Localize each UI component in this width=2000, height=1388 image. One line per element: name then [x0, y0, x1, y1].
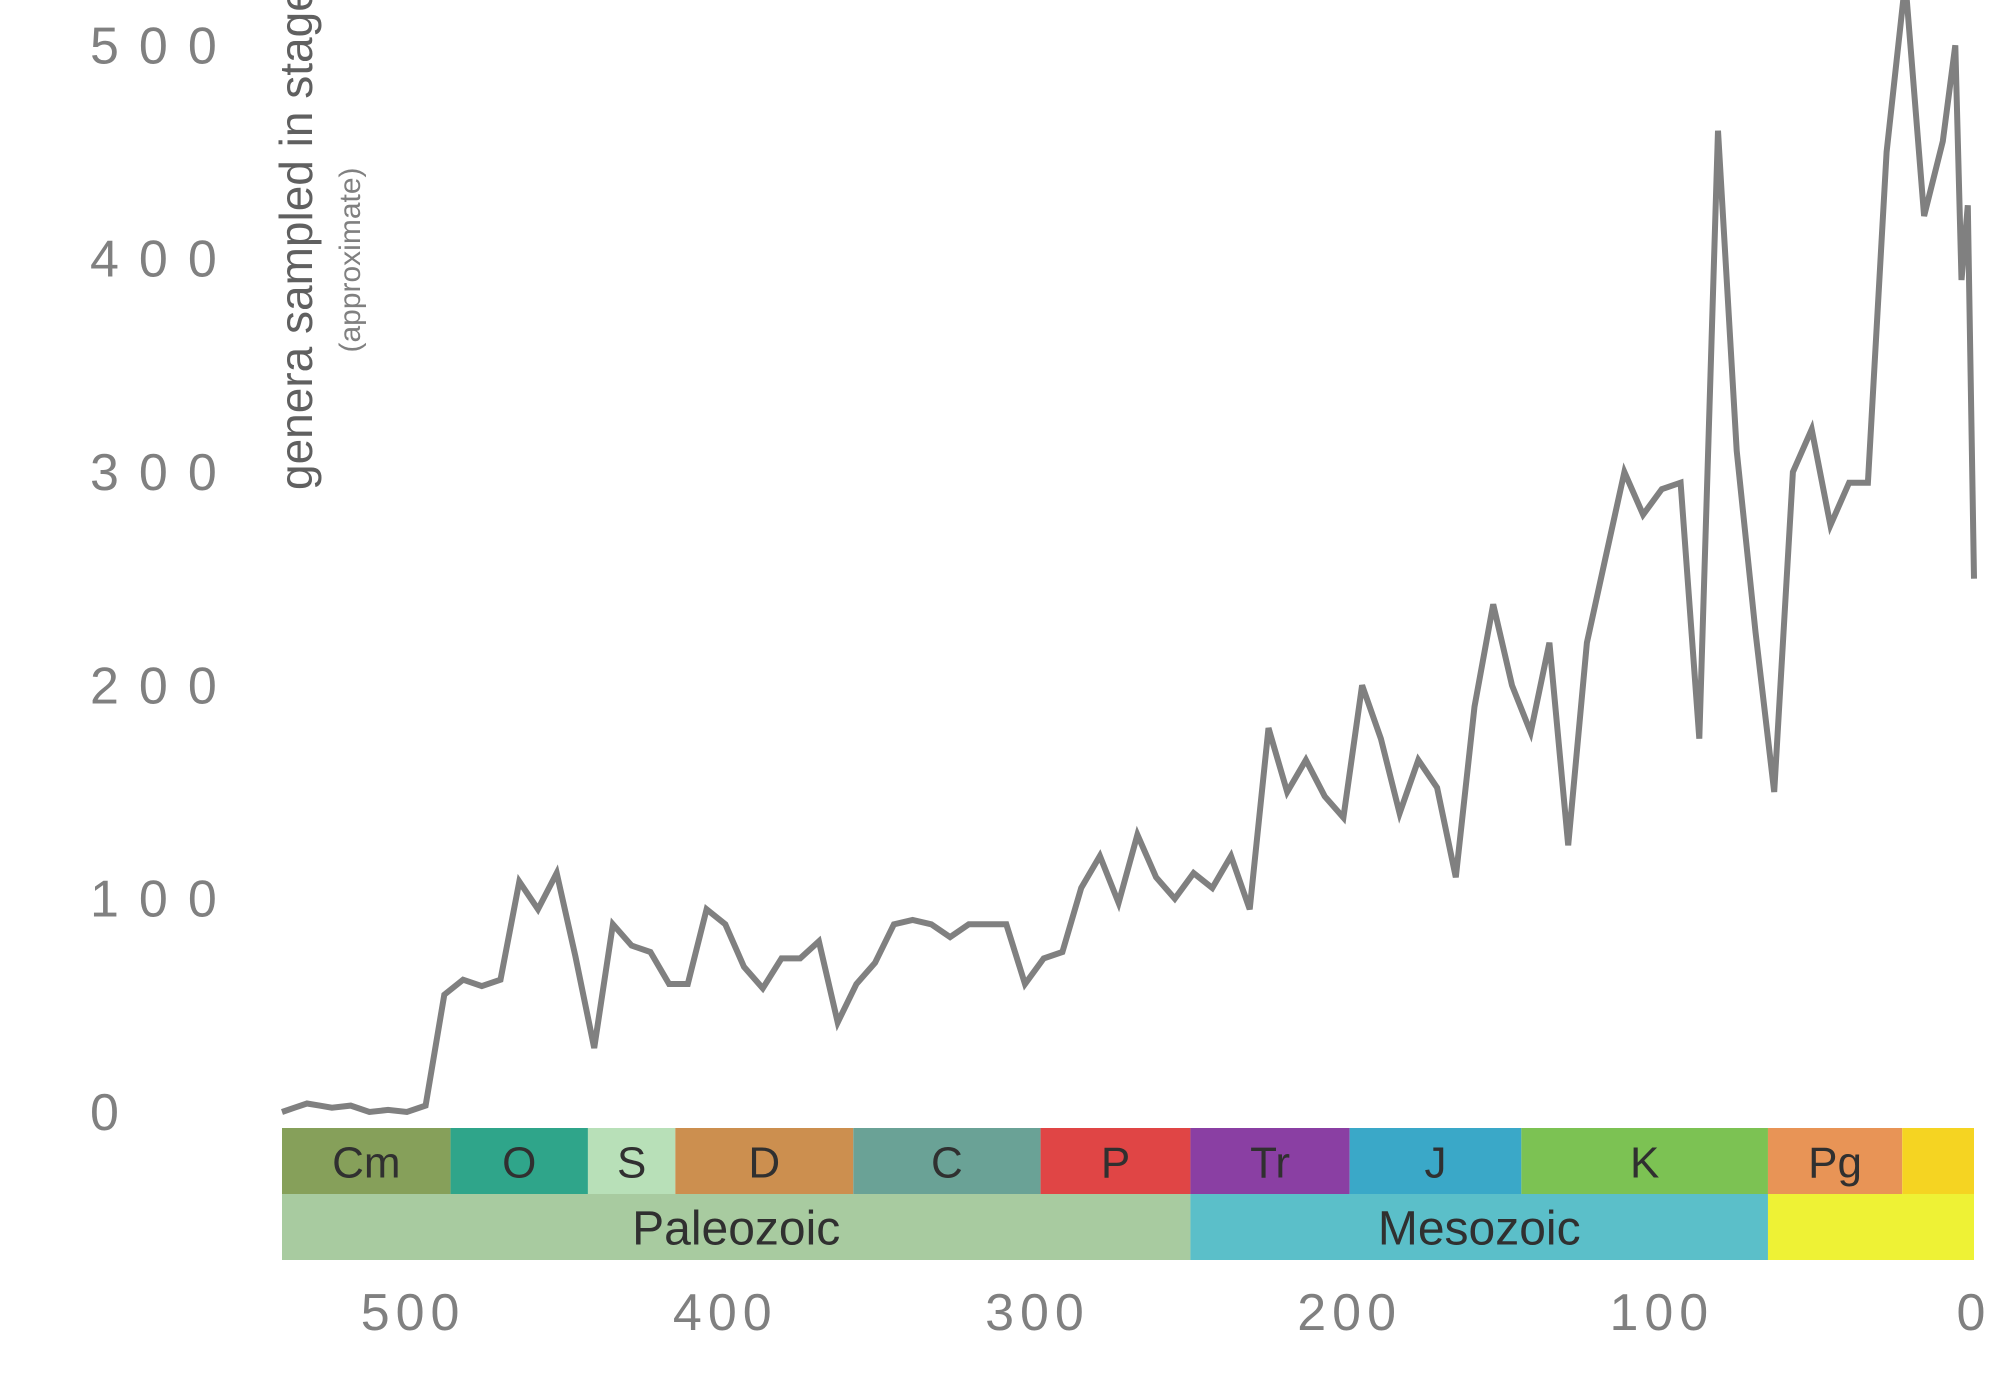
x-tick-label: 200 [1297, 1284, 1402, 1342]
era-label: Paleozoic [632, 1203, 840, 1256]
y-tick-label: 200 [90, 657, 237, 715]
period-label: Pg [1808, 1139, 1862, 1188]
x-tick-label: 0 [1957, 1284, 1992, 1342]
genera-timeline-chart: 0 100 200 300 400 500 genera sampled in stage(… [0, 0, 2000, 1388]
y-tick-label: 300 [90, 444, 237, 502]
period-label: O [502, 1139, 536, 1188]
era-block [1768, 1194, 1974, 1260]
period-label: J [1424, 1139, 1446, 1188]
period-label: S [617, 1139, 646, 1188]
period-label: P [1101, 1139, 1130, 1188]
period-label: K [1630, 1139, 1659, 1188]
x-tick-label: 400 [673, 1284, 778, 1342]
period-label: C [931, 1139, 963, 1188]
y-tick-label: 500 [90, 17, 237, 75]
period-label: Tr [1250, 1139, 1290, 1188]
period-label: D [748, 1139, 780, 1188]
y-tick-label: 100 [90, 871, 237, 929]
x-tick-label: 100 [1609, 1284, 1714, 1342]
period-label: Cm [332, 1139, 400, 1188]
y-tick-label: 400 [90, 231, 237, 289]
y-tick-label: 0 [90, 1084, 139, 1142]
y-axis-label-main: genera sampled in stage [270, 0, 322, 490]
era-label: Mesozoic [1378, 1203, 1581, 1256]
x-tick-label: 300 [985, 1284, 1090, 1342]
x-tick-label: 500 [361, 1284, 466, 1342]
period-block [1902, 1128, 1974, 1194]
y-axis-label-sub: (approximate) [334, 167, 367, 352]
